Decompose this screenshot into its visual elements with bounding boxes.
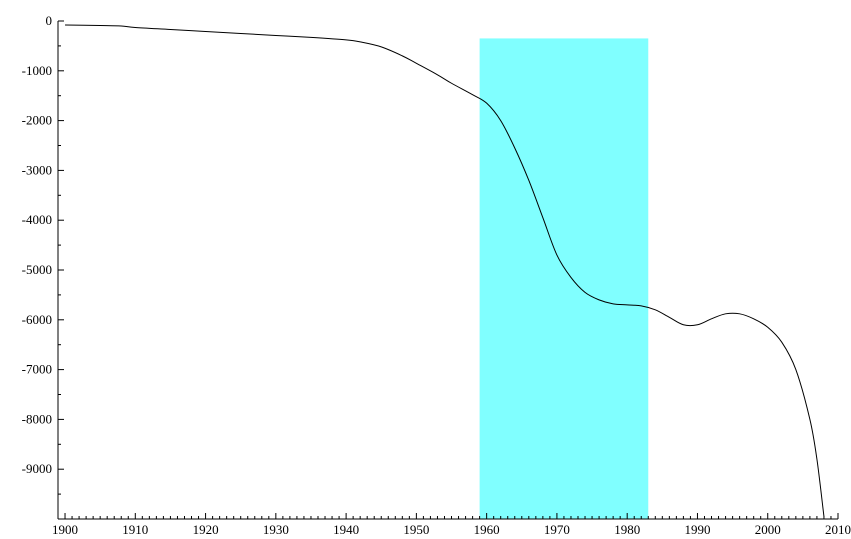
y-tick-label: -4000 [22, 212, 52, 227]
x-tick-label: 2000 [755, 522, 781, 537]
x-tick-label: 1980 [614, 522, 640, 537]
series-line [65, 24, 825, 517]
x-tick-label: 1960 [474, 522, 500, 537]
x-tick-label: 1900 [52, 522, 78, 537]
y-tick-label: -5000 [22, 262, 52, 277]
y-tick-label: 0 [46, 13, 53, 28]
x-tick-label: 1940 [333, 522, 359, 537]
x-tick-label: 1920 [193, 522, 219, 537]
series-group [65, 24, 825, 517]
y-tick-label: -1000 [22, 63, 52, 78]
y-tick-label: -9000 [22, 461, 52, 476]
x-tick-label: 1970 [544, 522, 570, 537]
x-axis-ticks: 1900 1910 1920 1930 1940 1950 1960 1970 1980 1990… [52, 513, 851, 537]
y-tick-label: -7000 [22, 362, 52, 377]
x-tick-label: 1910 [122, 522, 148, 537]
y-tick-label: -3000 [22, 162, 52, 177]
y-tick-label: -2000 [22, 113, 52, 128]
x-tick-label: 1950 [403, 522, 429, 537]
y-tick-label: -6000 [22, 312, 52, 327]
x-tick-label: 1930 [263, 522, 289, 537]
y-axis-ticks: 0 -1000 -2000 -3000 -4000 -5000 -6000 -7000 -800… [22, 13, 64, 495]
y-tick-label: -8000 [22, 411, 52, 426]
highlight-band [479, 38, 649, 520]
x-tick-label: 2010 [825, 522, 851, 537]
x-tick-label: 1990 [684, 522, 710, 537]
